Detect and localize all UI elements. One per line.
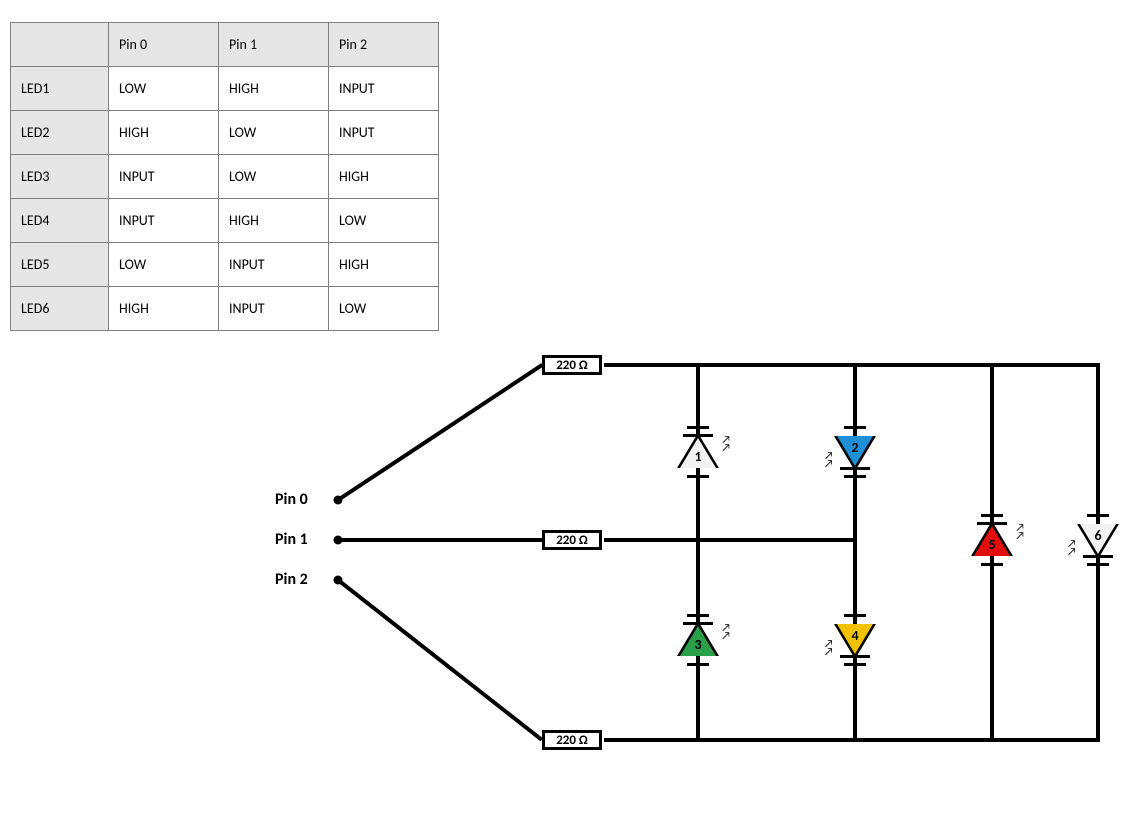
lead-pin2 bbox=[337, 578, 543, 741]
table-header-cell bbox=[11, 23, 109, 67]
table-cell: LOW bbox=[109, 67, 219, 111]
led-5: 5↗↗ bbox=[967, 510, 1017, 570]
rail-mid bbox=[604, 538, 857, 542]
led-3: 3↗↗ bbox=[673, 610, 723, 670]
table-header-cell: Pin 1 bbox=[219, 23, 329, 67]
table-cell: LOW bbox=[329, 199, 439, 243]
table-cell: LOW bbox=[109, 243, 219, 287]
table-cell: LOW bbox=[219, 155, 329, 199]
label-pin-2: Pin 2 bbox=[275, 570, 308, 589]
lead-pin1 bbox=[338, 538, 542, 542]
table-cell: LED1 bbox=[11, 67, 109, 111]
table-cell: INPUT bbox=[109, 155, 219, 199]
table-cell: HIGH bbox=[329, 155, 439, 199]
table-cell: INPUT bbox=[219, 287, 329, 331]
table-cell: HIGH bbox=[109, 287, 219, 331]
table-cell: HIGH bbox=[109, 111, 219, 155]
table-cell: LED3 bbox=[11, 155, 109, 199]
resistor-r0: 220 Ω bbox=[542, 355, 602, 375]
table-cell: INPUT bbox=[109, 199, 219, 243]
rail-top bbox=[604, 363, 1100, 367]
table-row: LED5LOWINPUTHIGH bbox=[11, 243, 439, 287]
table-header-cell: Pin 2 bbox=[329, 23, 439, 67]
table-row: LED1LOWHIGHINPUT bbox=[11, 67, 439, 111]
led-2: 2↗↗ bbox=[830, 422, 880, 482]
table-cell: INPUT bbox=[219, 243, 329, 287]
label-pin-0: Pin 0 bbox=[275, 490, 308, 509]
table-cell: LED4 bbox=[11, 199, 109, 243]
resistor-r2: 220 Ω bbox=[542, 730, 602, 750]
table-row: LED2HIGHLOWINPUT bbox=[11, 111, 439, 155]
table-cell: HIGH bbox=[329, 243, 439, 287]
lead-pin0 bbox=[337, 363, 543, 501]
label-pin-1: Pin 1 bbox=[275, 530, 308, 549]
led-6: 6↗↗ bbox=[1073, 510, 1123, 570]
led-4: 4↗↗ bbox=[830, 610, 880, 670]
table-row: LED4INPUTHIGHLOW bbox=[11, 199, 439, 243]
table-cell: LED6 bbox=[11, 287, 109, 331]
resistor-r1: 220 Ω bbox=[542, 530, 602, 550]
led-1: 1↗↗ bbox=[673, 422, 723, 482]
pin-state-table: Pin 0Pin 1Pin 2 LED1LOWHIGHINPUTLED2HIGH… bbox=[10, 22, 439, 331]
table-cell: LOW bbox=[329, 287, 439, 331]
table-cell: HIGH bbox=[219, 67, 329, 111]
table-cell: INPUT bbox=[329, 111, 439, 155]
table-cell: LOW bbox=[219, 111, 329, 155]
table-cell: LED2 bbox=[11, 111, 109, 155]
table-cell: INPUT bbox=[329, 67, 439, 111]
table-cell: LED5 bbox=[11, 243, 109, 287]
table-row: LED3INPUTLOWHIGH bbox=[11, 155, 439, 199]
table-header-cell: Pin 0 bbox=[109, 23, 219, 67]
rail-bot bbox=[604, 738, 1100, 742]
table-cell: HIGH bbox=[219, 199, 329, 243]
table-row: LED6HIGHINPUTLOW bbox=[11, 287, 439, 331]
